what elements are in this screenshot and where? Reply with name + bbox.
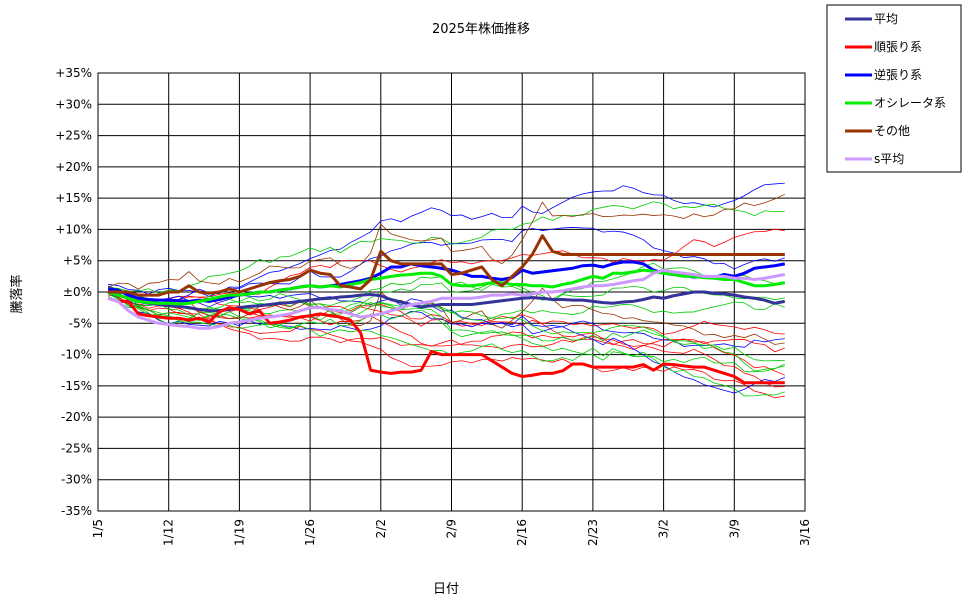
member-line (108, 288, 785, 373)
member-line (107, 281, 785, 326)
x-axis-title: 日付 (433, 582, 459, 597)
x-tick-label: 1/19 (232, 519, 246, 546)
member-line (108, 201, 785, 294)
y-tick-label: ±0% (63, 285, 92, 299)
x-tick-label: 2/23 (586, 519, 600, 546)
member-line (107, 289, 785, 388)
x-tick-label: 3/16 (798, 519, 812, 546)
y-tick-label: -30% (61, 473, 92, 487)
member-line (108, 290, 785, 372)
y-axis-title: 騰落率 (9, 274, 25, 313)
y-tick-labels: +35% +30% +25% +20% +15% +10% +5% ±0% -5% -10% -15… (55, 66, 92, 518)
y-tick-label: +10% (55, 222, 92, 236)
y-tick-label: -35% (61, 504, 92, 518)
y-tick-label: +35% (55, 66, 92, 80)
x-tick-label: 2/16 (515, 519, 529, 546)
y-tick-label: -20% (61, 410, 92, 424)
y-tick-label: +30% (55, 97, 92, 111)
legend-label: その他 (874, 124, 910, 138)
chart-title: 2025年株価推移 (432, 22, 530, 37)
x-tick-label: 1/12 (162, 519, 176, 546)
legend-label: 逆張り系 (874, 67, 922, 82)
x-tick-labels: 1/5 1/12 1/19 1/26 2/2 2/9 2/16 2/23 3/2 3/9 3/16 (91, 519, 812, 546)
legend-label: s平均 (874, 152, 904, 166)
member-line (107, 193, 785, 290)
x-tick-label: 1/26 (303, 519, 317, 546)
y-tick-label: +20% (55, 160, 92, 174)
y-tick-label: -25% (61, 441, 92, 455)
thin-member-lines (107, 182, 785, 399)
legend-label: 平均 (874, 12, 898, 26)
series-line-5 (107, 268, 786, 330)
x-tick-label: 2/2 (374, 519, 388, 538)
legend-label: オシレータ系 (874, 96, 946, 110)
member-line (107, 290, 785, 399)
y-tick-label: -15% (61, 379, 92, 393)
y-tick-label: +15% (55, 191, 92, 205)
plot-frame (97, 72, 806, 512)
series-line-1 (107, 296, 785, 385)
legend-label: 順張り系 (874, 40, 922, 54)
series-line-4 (108, 234, 785, 297)
series-line-3 (107, 268, 786, 306)
y-tick-label: -5% (69, 316, 92, 330)
x-tick-label: 3/9 (727, 519, 741, 538)
member-line (108, 287, 785, 345)
y-tick-label: -10% (61, 348, 92, 362)
x-tick-label: 3/2 (657, 519, 671, 538)
x-tick-label: 1/5 (91, 519, 105, 538)
x-tick-label: 2/9 (445, 519, 459, 538)
legend-box (826, 4, 962, 173)
y-tick-label: +25% (55, 129, 92, 143)
y-tick-label: +5% (63, 254, 92, 268)
series-lines (107, 234, 786, 385)
